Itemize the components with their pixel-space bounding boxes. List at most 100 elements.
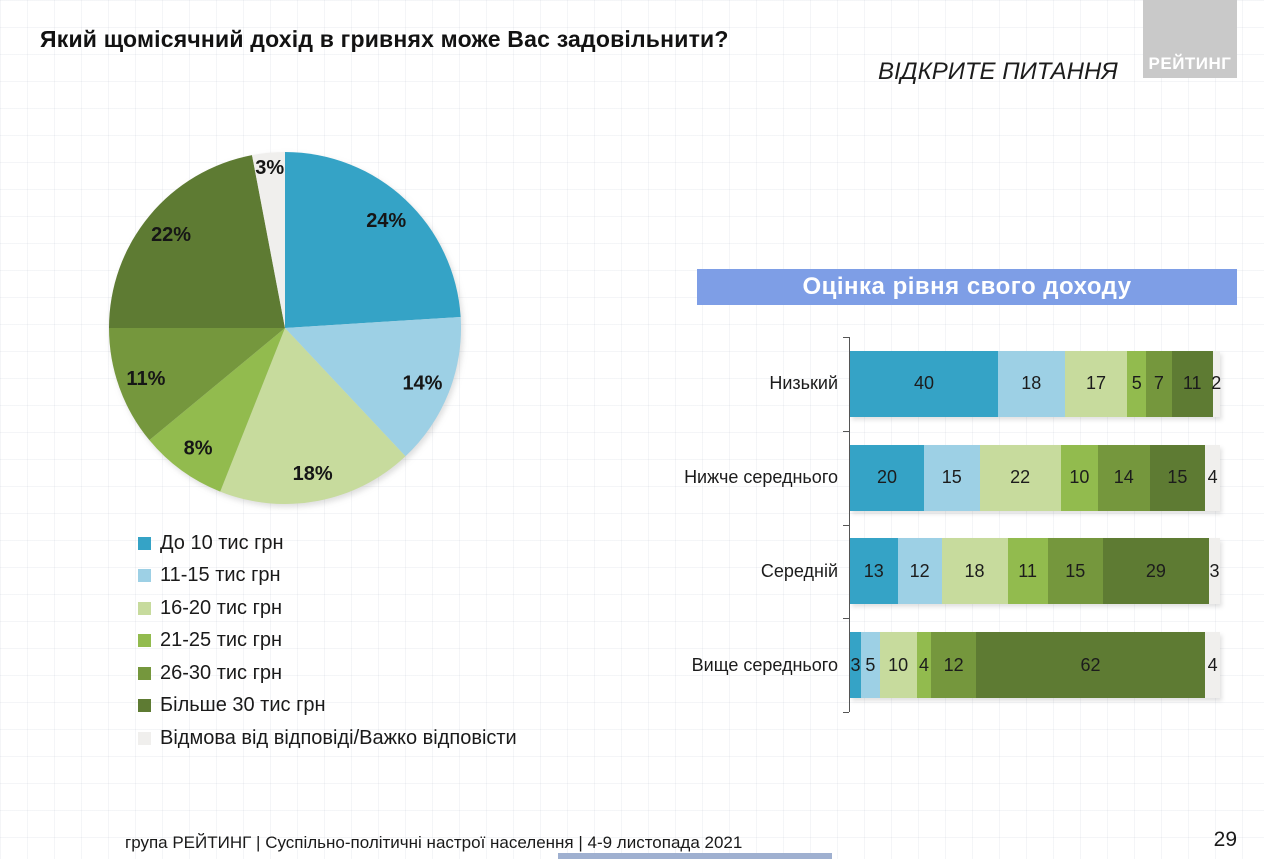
bar-value-label: 10 (888, 654, 909, 675)
bar-segment: 4 (916, 632, 932, 699)
bar-segment: 29 (1102, 538, 1209, 605)
legend-swatch-icon (138, 601, 151, 615)
pie-chart: 24% 14% 18% 8% 11% 22% 3% (109, 152, 462, 504)
pie-slice (285, 316, 462, 457)
axis-tick (843, 712, 849, 713)
pie-value-label: 18% (293, 463, 333, 485)
bar-value-label: 17 (1086, 373, 1107, 394)
bar-value-label: 3 (850, 654, 861, 675)
pie-value-label: 11% (126, 368, 165, 390)
legend-item: Більше 30 тис грн (138, 690, 517, 723)
bar-segment: 2 (1211, 350, 1221, 417)
pie-slice (252, 152, 285, 328)
bar-value-label: 4 (1207, 654, 1218, 675)
bar-segment: 18 (941, 538, 1008, 605)
legend-label: Більше 30 тис грн (160, 694, 326, 717)
bar-segment: 3 (1208, 538, 1220, 605)
bar-segment: 7 (1145, 350, 1172, 417)
pie-slice (285, 152, 461, 328)
legend-label: Відмова від відповіді/Важко відповісти (160, 726, 517, 749)
bar-value-label: 14 (1113, 467, 1134, 488)
bar-value-label: 62 (1080, 654, 1101, 675)
bar-segment: 17 (1064, 350, 1128, 417)
bar-value-label: 29 (1145, 560, 1166, 581)
axis-tick (843, 430, 849, 432)
footer-text: група РЕЙТИНГ | Суспільно-політичні наст… (125, 833, 743, 852)
open-question-label: ВІДКРИТЕ ПИТАННЯ (878, 58, 1118, 85)
page-title: Який щомісячний дохід в гривнях може Вас… (40, 26, 729, 52)
bar-segment: 15 (1149, 444, 1206, 511)
bar-value-label: 18 (964, 560, 985, 581)
bar-segment: 4 (1205, 444, 1220, 511)
legend-item: До 10 тис грн (138, 527, 517, 560)
pie-value-label: 3% (255, 157, 284, 179)
bar-row: 13 12 18 11 15 29 3 (850, 538, 1220, 605)
bar-value-label: 10 (1069, 467, 1090, 488)
bar-segment: 15 (1047, 538, 1103, 605)
category-label: Середній (760, 560, 838, 581)
bar-value-label: 22 (1010, 467, 1031, 488)
rating-logo-text: РЕЙТИНГ (1148, 54, 1232, 73)
bar-row: 40 18 17 5 7 11 2 (850, 350, 1221, 417)
rating-logo: РЕЙТИНГ (1143, 0, 1237, 78)
bar-value-label: 11 (1182, 373, 1202, 394)
bar-value-label: 20 (876, 467, 898, 488)
category-label: Нижче середнього (684, 467, 838, 488)
pie-value-label: 14% (402, 372, 442, 394)
legend-label: 16-20 тис грн (160, 596, 283, 619)
pie-value-label: 8% (184, 438, 213, 460)
bottom-progress-bar (558, 853, 832, 859)
bar-segment: 5 (861, 632, 880, 699)
bar-value-label: 12 (943, 654, 964, 675)
axis-tick (843, 618, 849, 620)
category-label: Низький (769, 373, 838, 394)
bar-value-label: 40 (913, 373, 935, 394)
pie-legend: До 10 тис грн 11-15 тис грн 16-20 тис грн 2… (138, 527, 517, 755)
legend-swatch-icon (138, 536, 151, 550)
bar-segment: 12 (931, 632, 976, 699)
bar-value-label: 4 (918, 654, 929, 675)
bar-segment: 12 (897, 538, 942, 605)
legend-label: 21-25 тис грн (160, 629, 283, 652)
pie-slice (109, 155, 285, 328)
page-number: 29 (1213, 828, 1237, 851)
legend-swatch-icon (138, 666, 151, 680)
bar-segment: 15 (924, 444, 980, 511)
bar-segment: 40 (850, 350, 998, 417)
bar-segment: 18 (998, 350, 1065, 417)
pie-value-label: 24% (366, 210, 406, 232)
bar-value-label: 15 (1167, 467, 1188, 488)
pie-value-label: 22% (151, 224, 191, 246)
bar-segment: 14 (1097, 444, 1150, 511)
pie-slice (149, 328, 285, 492)
legend-swatch-icon (138, 569, 151, 583)
legend-swatch-icon (138, 699, 151, 713)
legend-item: Відмова від відповіді/Важко відповісти (138, 722, 517, 755)
bar-segment: 10 (1060, 444, 1098, 511)
bar-segment: 5 (1127, 350, 1146, 417)
axis-tick (843, 337, 849, 338)
pie-slice (220, 328, 406, 504)
bar-value-label: 5 (1131, 373, 1142, 394)
bar-segment: 20 (850, 444, 924, 511)
legend-swatch-icon (138, 634, 151, 648)
bar-value-label: 7 (1153, 373, 1164, 394)
pie-slice (109, 328, 285, 441)
bar-value-label: 15 (1065, 560, 1086, 581)
bar-segment: 11 (1007, 538, 1048, 605)
bar-value-label: 12 (909, 560, 930, 581)
bar-value-label: 11 (1018, 560, 1037, 581)
bar-segment: 10 (879, 632, 917, 699)
bar-value-label: 4 (1207, 467, 1218, 488)
bar-segment: 3 (850, 632, 862, 699)
legend-label: До 10 тис грн (160, 531, 284, 554)
legend-swatch-icon (138, 731, 151, 745)
bar-segment: 22 (979, 444, 1061, 511)
bar-value-label: 15 (941, 467, 962, 488)
bar-axis (849, 337, 850, 712)
bar-segment: 62 (975, 632, 1206, 699)
bar-value-label: 3 (1209, 560, 1220, 581)
bar-value-label: 13 (863, 560, 884, 581)
legend-label: 11-15 тис грн (160, 564, 281, 587)
